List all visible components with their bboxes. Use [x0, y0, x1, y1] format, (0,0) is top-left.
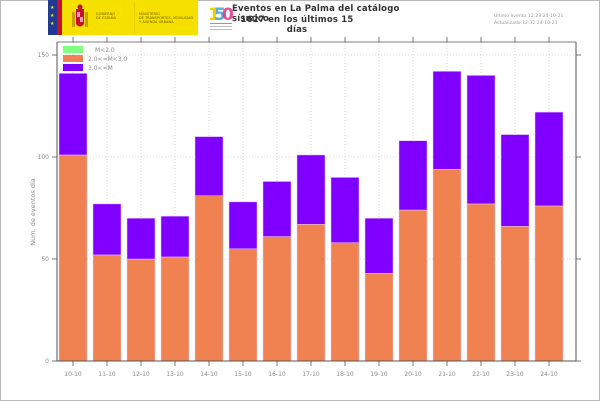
bars	[58, 71, 564, 362]
coat-of-arms-icon	[72, 4, 88, 27]
y-tick-label-50: 50	[41, 256, 49, 263]
chart-title: Eventos en La Palma del catálogo sísmico	[232, 4, 400, 24]
y-tick-label-0: 0	[45, 358, 49, 365]
bar-10-10-series-1	[58, 154, 88, 362]
bar-22-10-series-2	[466, 75, 496, 205]
bar-22-10-series-1	[466, 203, 496, 362]
chart-subtitle: 1627 en los últimos 15 días	[240, 15, 354, 35]
axes: 0 50 100 150 10-10 11-10 12-10 13-10 14-10 15-10 1…	[38, 37, 581, 378]
bar-13-10-series-1	[160, 256, 190, 362]
legend-swatch-2	[63, 64, 83, 71]
x-tick-label-10-10: 10-10	[64, 371, 82, 378]
y-axis-label: Num. de eventos día	[29, 178, 37, 246]
bar-17-10-series-2	[296, 154, 326, 225]
last-event-timestamp: Último evento 12:23 24-10-21	[494, 14, 564, 19]
svg-text:0: 0	[222, 5, 234, 25]
svg-text:5: 5	[214, 5, 226, 25]
bar-14-10-series-1	[194, 195, 224, 362]
logo-divider	[134, 2, 135, 33]
gov-label-2: DE ESPAÑA	[96, 16, 117, 20]
bar-16-10-series-2	[262, 181, 292, 237]
legend-swatch-1	[63, 55, 83, 62]
government-logo: ★ ★ ★ GOBIERNO DE ESPAÑA MINISTERIO DE T…	[48, 0, 198, 35]
bar-16-10-series-1	[262, 236, 292, 362]
legend-label-1: 2.0<=M<3.0	[88, 56, 128, 63]
y-tick-label-100: 100	[38, 154, 50, 161]
bar-20-10-series-2	[398, 140, 428, 211]
bar-15-10-series-1	[228, 248, 258, 362]
ign-150-logo: 1 5 0	[208, 5, 234, 30]
legend-label-2: 3.0<=M	[88, 65, 113, 72]
x-tick-label-24-10: 24-10	[540, 371, 558, 378]
x-tick-label-11-10: 11-10	[98, 371, 116, 378]
bar-24-10-series-2	[534, 111, 564, 207]
svg-text:1: 1	[208, 5, 220, 25]
x-tick-label-16-10: 16-10	[268, 371, 286, 378]
bar-17-10-series-1	[296, 224, 326, 362]
bar-12-10-series-1	[126, 258, 156, 362]
bar-23-10-series-2	[500, 134, 530, 227]
bar-21-10-series-2	[432, 71, 462, 170]
gov-label-1: GOBIERNO	[96, 12, 116, 16]
bar-23-10-series-1	[500, 226, 530, 362]
bar-10-10-series-2	[58, 73, 88, 156]
x-tick-label-17-10: 17-10	[302, 371, 320, 378]
bar-21-10-series-1	[432, 168, 462, 362]
bar-15-10-series-2	[228, 201, 258, 250]
x-tick-label-19-10: 19-10	[370, 371, 388, 378]
legend: M<2.0 2.0<=M<3.0 3.0<=M	[63, 46, 128, 72]
bar-12-10-series-2	[126, 217, 156, 260]
bar-18-10-series-2	[330, 177, 360, 243]
bar-19-10-series-2	[364, 217, 394, 274]
bar-13-10-series-2	[160, 215, 190, 258]
x-tick-label-23-10: 23-10	[506, 371, 524, 378]
x-tick-label-15-10: 15-10	[234, 371, 252, 378]
updated-timestamp: Actualizado 12:32 24-10-21	[494, 21, 558, 26]
x-tick-label-22-10: 22-10	[472, 371, 490, 378]
bar-11-10-series-2	[92, 203, 122, 256]
x-tick-label-12-10: 12-10	[132, 371, 150, 378]
ministry-line-1: MINISTERIO	[139, 12, 160, 16]
bar-24-10-series-1	[534, 205, 564, 362]
x-tick-label-20-10: 20-10	[404, 371, 422, 378]
ministry-line-3: Y AGENDA URBANA	[139, 20, 174, 24]
x-tick-label-21-10: 21-10	[438, 371, 456, 378]
bar-14-10-series-2	[194, 136, 224, 197]
ministry-line-2: DE TRANSPORTES, MOVILIDAD	[139, 16, 194, 20]
eu-flag-icon: ★ ★ ★	[48, 0, 57, 35]
x-tick-label-14-10: 14-10	[200, 371, 218, 378]
bar-19-10-series-1	[364, 273, 394, 362]
bar-11-10-series-1	[92, 254, 122, 362]
x-tick-label-13-10: 13-10	[166, 371, 184, 378]
y-tick-label-150: 150	[38, 52, 50, 59]
bar-20-10-series-1	[398, 209, 428, 362]
legend-swatch-0	[63, 46, 83, 53]
legend-label-0: M<2.0	[95, 47, 115, 54]
bar-18-10-series-1	[330, 242, 360, 362]
x-tick-label-18-10: 18-10	[336, 371, 354, 378]
